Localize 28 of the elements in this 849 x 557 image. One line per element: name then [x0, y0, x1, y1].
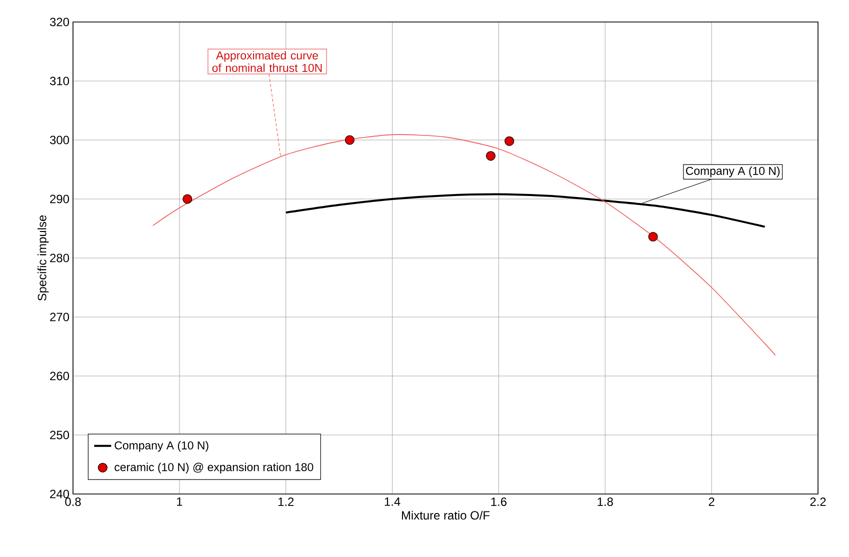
x-tick-label: 0.8 [65, 498, 81, 506]
point [504, 136, 514, 146]
y-tick-label: 280 [50, 254, 70, 262]
x-tick-label: 1.6 [491, 498, 507, 506]
y-tick-label: 300 [50, 136, 70, 144]
y-tick-label: 270 [50, 312, 70, 322]
y-tick-label: 260 [50, 372, 70, 380]
x-tick-label: 2 [708, 498, 714, 506]
point [648, 232, 658, 242]
point [344, 135, 354, 145]
annotation: Company A (10 N) [686, 166, 780, 178]
y-tick-label: 290 [50, 194, 70, 204]
x-axis-title: Mixture ratio O/F [402, 510, 490, 520]
y-tick-label: 240 [50, 490, 70, 498]
y-axis-title: Specific impulse [38, 215, 49, 301]
x-tick-label: 1.4 [384, 498, 400, 506]
legend-label: ceramic (10 N) @ expansion ration 180 [114, 462, 314, 474]
point [182, 194, 192, 204]
x-tick-label: 1.2 [278, 498, 294, 506]
annotation: Approximated curve of nominal thrust 10N [212, 51, 322, 72]
legend-label: Company A (10 N) [114, 441, 208, 452]
y-tick-label: 320 [50, 18, 70, 26]
x-tick-label: 1.8 [598, 498, 613, 506]
x-tick-label: 1 [177, 498, 182, 506]
point [486, 151, 496, 161]
x-tick-label: 2.2 [810, 498, 826, 506]
y-tick-label: 310 [50, 76, 70, 86]
y-tick-label: 250 [50, 430, 70, 440]
